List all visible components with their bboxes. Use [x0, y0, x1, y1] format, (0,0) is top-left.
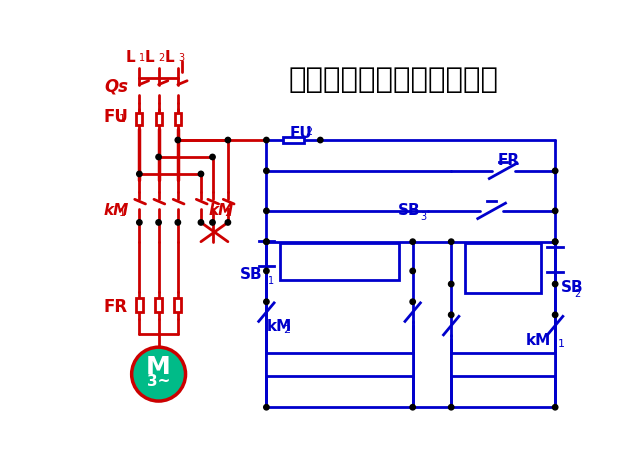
Text: kM: kM — [327, 357, 352, 373]
Text: Qs: Qs — [105, 77, 129, 95]
Circle shape — [449, 404, 454, 410]
Circle shape — [225, 137, 230, 143]
Text: L: L — [126, 50, 136, 64]
Bar — [283, 137, 304, 143]
Text: 2: 2 — [514, 364, 521, 374]
Text: SB: SB — [561, 281, 584, 295]
Text: 1: 1 — [118, 208, 125, 218]
Text: 3~: 3~ — [147, 374, 170, 389]
Text: FU: FU — [289, 127, 312, 141]
Circle shape — [317, 137, 323, 143]
Bar — [156, 113, 162, 126]
Circle shape — [449, 239, 454, 245]
Text: kM: kM — [266, 319, 292, 334]
Text: 1: 1 — [268, 276, 274, 286]
Circle shape — [449, 282, 454, 287]
Circle shape — [132, 347, 186, 401]
Circle shape — [137, 220, 142, 225]
Circle shape — [264, 137, 269, 143]
Text: 接触器互锁正反转控制线路: 接触器互锁正反转控制线路 — [289, 66, 499, 94]
Circle shape — [137, 171, 142, 177]
Text: 2: 2 — [511, 267, 518, 277]
Bar — [266, 353, 413, 376]
Bar — [174, 298, 181, 312]
Circle shape — [552, 312, 558, 318]
Bar — [136, 298, 143, 312]
Circle shape — [410, 299, 415, 304]
Text: 2: 2 — [305, 127, 312, 137]
Text: SB: SB — [240, 267, 262, 283]
Text: 1: 1 — [118, 114, 125, 124]
Text: FU: FU — [103, 108, 128, 126]
Circle shape — [264, 168, 269, 173]
Text: kM: kM — [209, 203, 234, 219]
Bar — [465, 243, 541, 293]
Text: 2: 2 — [575, 289, 580, 299]
Circle shape — [552, 404, 558, 410]
Text: 1: 1 — [350, 364, 357, 374]
Bar — [280, 243, 399, 280]
Circle shape — [198, 171, 204, 177]
Text: 2: 2 — [159, 53, 165, 63]
Circle shape — [264, 268, 269, 273]
Circle shape — [552, 282, 558, 287]
Circle shape — [552, 208, 558, 214]
Circle shape — [198, 220, 204, 225]
Circle shape — [210, 220, 215, 225]
Circle shape — [210, 154, 215, 160]
Text: kM: kM — [526, 333, 551, 348]
Circle shape — [449, 312, 454, 318]
Text: 1: 1 — [140, 53, 145, 63]
Text: kM: kM — [103, 203, 129, 219]
Circle shape — [410, 268, 415, 273]
Text: kM: kM — [490, 357, 516, 373]
Text: KM: KM — [326, 251, 353, 266]
Circle shape — [156, 220, 161, 225]
Bar — [175, 113, 181, 126]
Text: 3: 3 — [178, 53, 184, 63]
Circle shape — [175, 137, 180, 143]
Text: 2: 2 — [224, 208, 231, 218]
Text: FR: FR — [497, 153, 520, 168]
Bar — [136, 113, 143, 126]
Bar — [155, 298, 162, 312]
Text: 1: 1 — [557, 339, 564, 349]
Circle shape — [552, 239, 558, 245]
Circle shape — [264, 239, 269, 245]
Text: KM: KM — [490, 258, 516, 273]
Text: 1: 1 — [348, 261, 355, 271]
Text: L: L — [145, 50, 155, 64]
Bar — [451, 353, 555, 376]
Circle shape — [410, 239, 415, 245]
Circle shape — [225, 220, 230, 225]
Circle shape — [264, 299, 269, 304]
Circle shape — [175, 220, 180, 225]
Circle shape — [552, 239, 558, 245]
Circle shape — [410, 404, 415, 410]
Circle shape — [264, 404, 269, 410]
Text: 2: 2 — [284, 325, 291, 335]
Text: 3: 3 — [420, 212, 426, 222]
Circle shape — [264, 208, 269, 214]
Text: M: M — [146, 355, 171, 379]
Circle shape — [264, 239, 269, 245]
Text: FR: FR — [103, 298, 127, 316]
Circle shape — [156, 154, 161, 160]
Text: L: L — [164, 50, 174, 64]
Circle shape — [552, 168, 558, 173]
Text: SB: SB — [398, 203, 420, 219]
